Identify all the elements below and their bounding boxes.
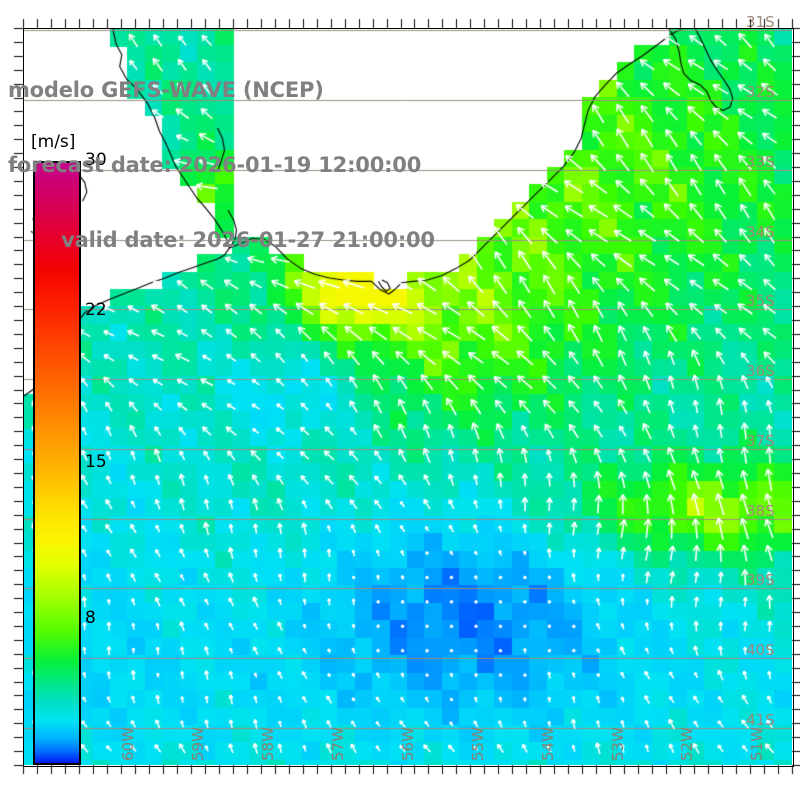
latitude-label-39S: 39S: [746, 571, 775, 590]
latitude-label-41S: 41S: [746, 710, 775, 729]
model-title: modelo GEFS-WAVE (NCEP): [8, 78, 324, 102]
longitude-label-52W: 52W: [678, 727, 697, 761]
title-block: modelo GEFS-WAVE (NCEP) forecast date: 2…: [8, 28, 488, 303]
latitude-label-40S: 40S: [746, 641, 775, 660]
longitude-label-53W: 53W: [608, 727, 627, 761]
longitude-label-54W: 54W: [538, 727, 557, 761]
longitude-label-51W: 51W: [748, 727, 767, 761]
latitude-label-38S: 38S: [746, 501, 775, 520]
latitude-label-36S: 36S: [746, 362, 775, 381]
longitude-label-57W: 57W: [328, 727, 347, 761]
valid-date: valid date: 2026-01-27 21:00:00: [61, 228, 435, 252]
longitude-label-55W: 55W: [468, 727, 487, 761]
latitude-label-35S: 35S: [746, 292, 775, 311]
latitude-label-34S: 34S: [746, 222, 775, 241]
longitude-label-59W: 59W: [189, 727, 208, 761]
latitude-label-32S: 32S: [746, 83, 775, 102]
latitude-label-37S: 37S: [746, 431, 775, 450]
colorbar-tick-15: 15: [85, 452, 107, 472]
colorbar-tick-8: 8: [85, 608, 96, 628]
latitude-label-31S: 31S: [746, 13, 775, 32]
longitude-label-58W: 58W: [259, 727, 278, 761]
longitude-label-56W: 56W: [398, 727, 417, 761]
forecast-date: forecast date: 2026-01-19 12:00:00: [8, 153, 422, 177]
longitude-label-60W: 60W: [119, 727, 138, 761]
colorbar-tick-22: 22: [85, 300, 107, 320]
latitude-label-33S: 33S: [746, 152, 775, 171]
